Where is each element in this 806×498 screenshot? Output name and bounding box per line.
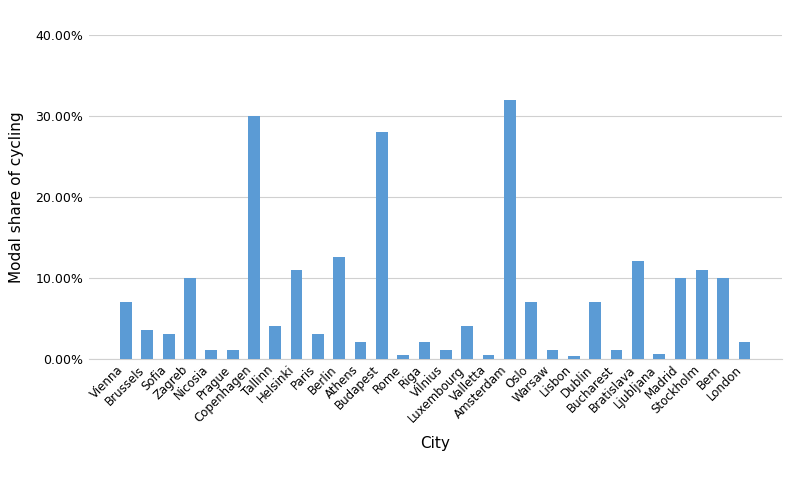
Bar: [738, 343, 750, 359]
Bar: [504, 100, 516, 359]
Bar: [717, 277, 729, 359]
Bar: [376, 132, 388, 359]
Bar: [418, 343, 430, 359]
Bar: [696, 269, 708, 359]
Bar: [632, 261, 644, 359]
Bar: [654, 354, 665, 359]
Bar: [334, 257, 345, 359]
Bar: [568, 356, 580, 359]
Bar: [461, 326, 473, 359]
Bar: [611, 351, 622, 359]
Bar: [397, 355, 409, 359]
Bar: [142, 330, 153, 359]
Bar: [440, 351, 452, 359]
Bar: [269, 326, 281, 359]
Bar: [675, 277, 687, 359]
Bar: [206, 351, 217, 359]
Bar: [355, 343, 367, 359]
Bar: [589, 302, 601, 359]
Bar: [120, 302, 132, 359]
Bar: [546, 351, 559, 359]
Bar: [526, 302, 537, 359]
Bar: [226, 351, 239, 359]
Bar: [312, 334, 324, 359]
Bar: [184, 277, 196, 359]
X-axis label: City: City: [420, 436, 451, 452]
Bar: [163, 334, 175, 359]
Bar: [483, 355, 494, 359]
Y-axis label: Modal share of cycling: Modal share of cycling: [9, 111, 24, 282]
Bar: [291, 269, 302, 359]
Bar: [248, 116, 260, 359]
